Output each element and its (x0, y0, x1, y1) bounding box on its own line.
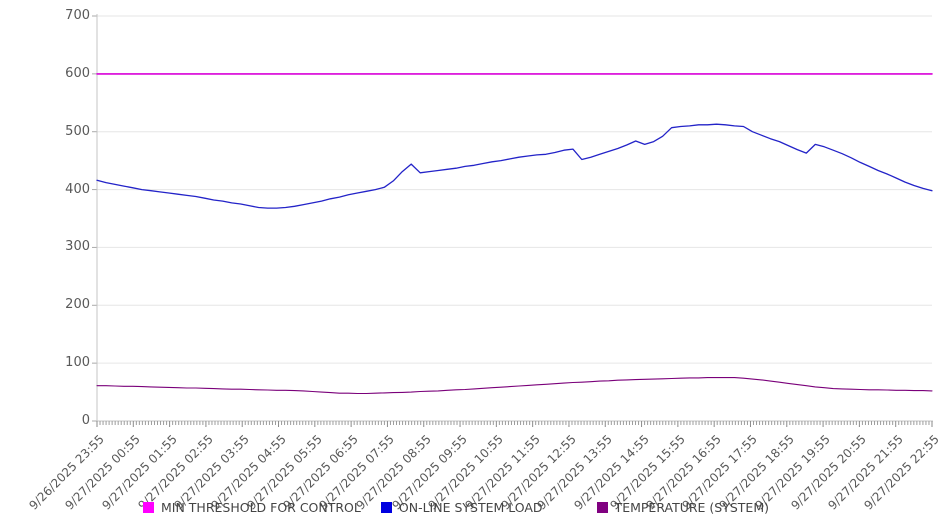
plot-area: 0 100 200 300 400 500 600 700 9/26/2025 23:55 9/… (26, 8, 942, 513)
legend-swatch-icon (596, 501, 608, 513)
chart-canvas (92, 14, 933, 427)
y-axis-tick-label: 0 (81, 413, 90, 428)
series-line-1 (96, 123, 933, 209)
y-axis-tick-label: 300 (65, 239, 90, 255)
y-axis-tick-label: 700 (65, 8, 90, 23)
legend-label: TEMPERATURE (SYSTEM) (614, 499, 769, 515)
y-axis-tick-label: 600 (65, 65, 90, 81)
legend-swatch-icon (142, 501, 154, 513)
legend-item-0: MIN THRESHOLD FOR CONTROL (142, 499, 361, 515)
y-axis-tick-label: 500 (65, 123, 90, 139)
legend-item-1: ON-LINE SYSTEM LOAD (380, 499, 543, 515)
legend-swatch-icon (380, 501, 392, 513)
legend-label: ON-LINE SYSTEM LOAD (398, 499, 543, 515)
legend-label: MIN THRESHOLD FOR CONTROL (160, 499, 361, 515)
series-line-2 (96, 377, 933, 395)
legend-item-2: TEMPERATURE (SYSTEM) (596, 499, 769, 515)
y-axis-tick-label: 100 (65, 355, 90, 371)
y-axis-tick-label: 400 (65, 181, 90, 197)
legend: MIN THRESHOLD FOR CONTROL ON-LINE SYSTEM … (0, 495, 912, 519)
y-axis-tick-label: 200 (65, 297, 90, 313)
